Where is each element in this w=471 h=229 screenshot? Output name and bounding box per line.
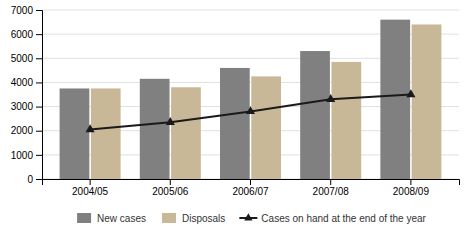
x-tick-mark [330, 179, 331, 185]
bar-series [60, 20, 410, 179]
marker [406, 89, 415, 97]
y-tick-mark [36, 58, 42, 59]
x-tick-mark [170, 179, 171, 185]
y-tick-mark [36, 131, 42, 132]
y-tick: 6000 [11, 29, 42, 40]
line-series [86, 89, 416, 132]
legend-swatch [162, 213, 176, 223]
x-tick: 2007/08 [313, 179, 350, 197]
bar [171, 87, 201, 179]
y-tick-label: 7000 [11, 5, 34, 16]
x-tick: 2004/05 [72, 179, 109, 197]
bar [380, 20, 410, 179]
y-tick: 2000 [11, 125, 42, 136]
x-tick-label: 2007/08 [313, 186, 350, 197]
grid [42, 10, 459, 179]
y-tick-mark [36, 34, 42, 35]
marker [166, 117, 175, 125]
legend-marker [244, 213, 252, 220]
y-tick-mark [36, 155, 42, 156]
y-tick: 0 [27, 174, 42, 185]
x-tick-label: 2006/07 [232, 186, 269, 197]
x-tick-label: 2005/06 [152, 186, 189, 197]
legend-label: New cases [97, 213, 146, 224]
x-tick: 2008/09 [393, 179, 430, 197]
grid-line [42, 10, 459, 11]
y-axis: 0 1000 2000 3000 4000 5000 6000 7000 [11, 5, 43, 185]
x-tick-mark [410, 179, 411, 185]
bar [91, 88, 121, 179]
y-tick-mark [36, 10, 42, 11]
legend-item: New cases [77, 213, 146, 224]
legend: New cases Disposals Cases on hand at the e… [77, 213, 426, 224]
bar [300, 51, 330, 179]
x-axis-line [43, 180, 460, 186]
bar-series [91, 24, 441, 179]
x-tick-label: 2004/05 [72, 186, 109, 197]
y-tick: 4000 [11, 77, 42, 88]
y-tick-mark [36, 179, 42, 180]
marker [86, 124, 95, 132]
bar [140, 79, 170, 179]
x-tick: 2005/06 [152, 179, 189, 197]
legend-item: Cases on hand at the end of the year [239, 213, 426, 224]
y-tick-label: 3000 [11, 101, 34, 112]
x-tick-mark [90, 179, 91, 185]
legend-swatch [77, 213, 91, 223]
bar [60, 88, 90, 179]
y-tick: 5000 [11, 53, 42, 64]
bar [331, 62, 361, 179]
y-tick-label: 2000 [11, 125, 34, 136]
x-tick-label: 2008/09 [393, 186, 430, 197]
line [90, 95, 411, 130]
y-tick-label: 4000 [11, 77, 34, 88]
y-tick-label: 0 [27, 174, 33, 185]
bar [412, 24, 442, 179]
y-tick-mark [36, 82, 42, 83]
y-tick: 7000 [11, 5, 42, 16]
y-tick-label: 5000 [11, 53, 34, 64]
legend-item: Disposals [162, 213, 225, 224]
bar [251, 76, 281, 179]
marker [326, 94, 335, 102]
y-tick: 3000 [11, 101, 42, 112]
chart: 2004/05 2005/06 2006/07 2007/08 2008/09 0 1000… [0, 0, 471, 229]
x-tick: 2006/07 [232, 179, 269, 197]
plot-area [60, 20, 442, 179]
y-axis-line [36, 11, 43, 180]
y-tick-label: 6000 [11, 29, 34, 40]
x-tick-mark [250, 179, 251, 185]
y-tick-label: 1000 [11, 150, 34, 161]
legend-label: Cases on hand at the end of the year [261, 213, 426, 224]
marker [246, 106, 255, 114]
x-axis: 2004/05 2005/06 2006/07 2007/08 2008/09 [43, 179, 460, 197]
y-tick: 1000 [11, 150, 42, 161]
y-tick-mark [36, 107, 42, 108]
legend-label: Disposals [182, 213, 225, 224]
bar [220, 68, 250, 179]
